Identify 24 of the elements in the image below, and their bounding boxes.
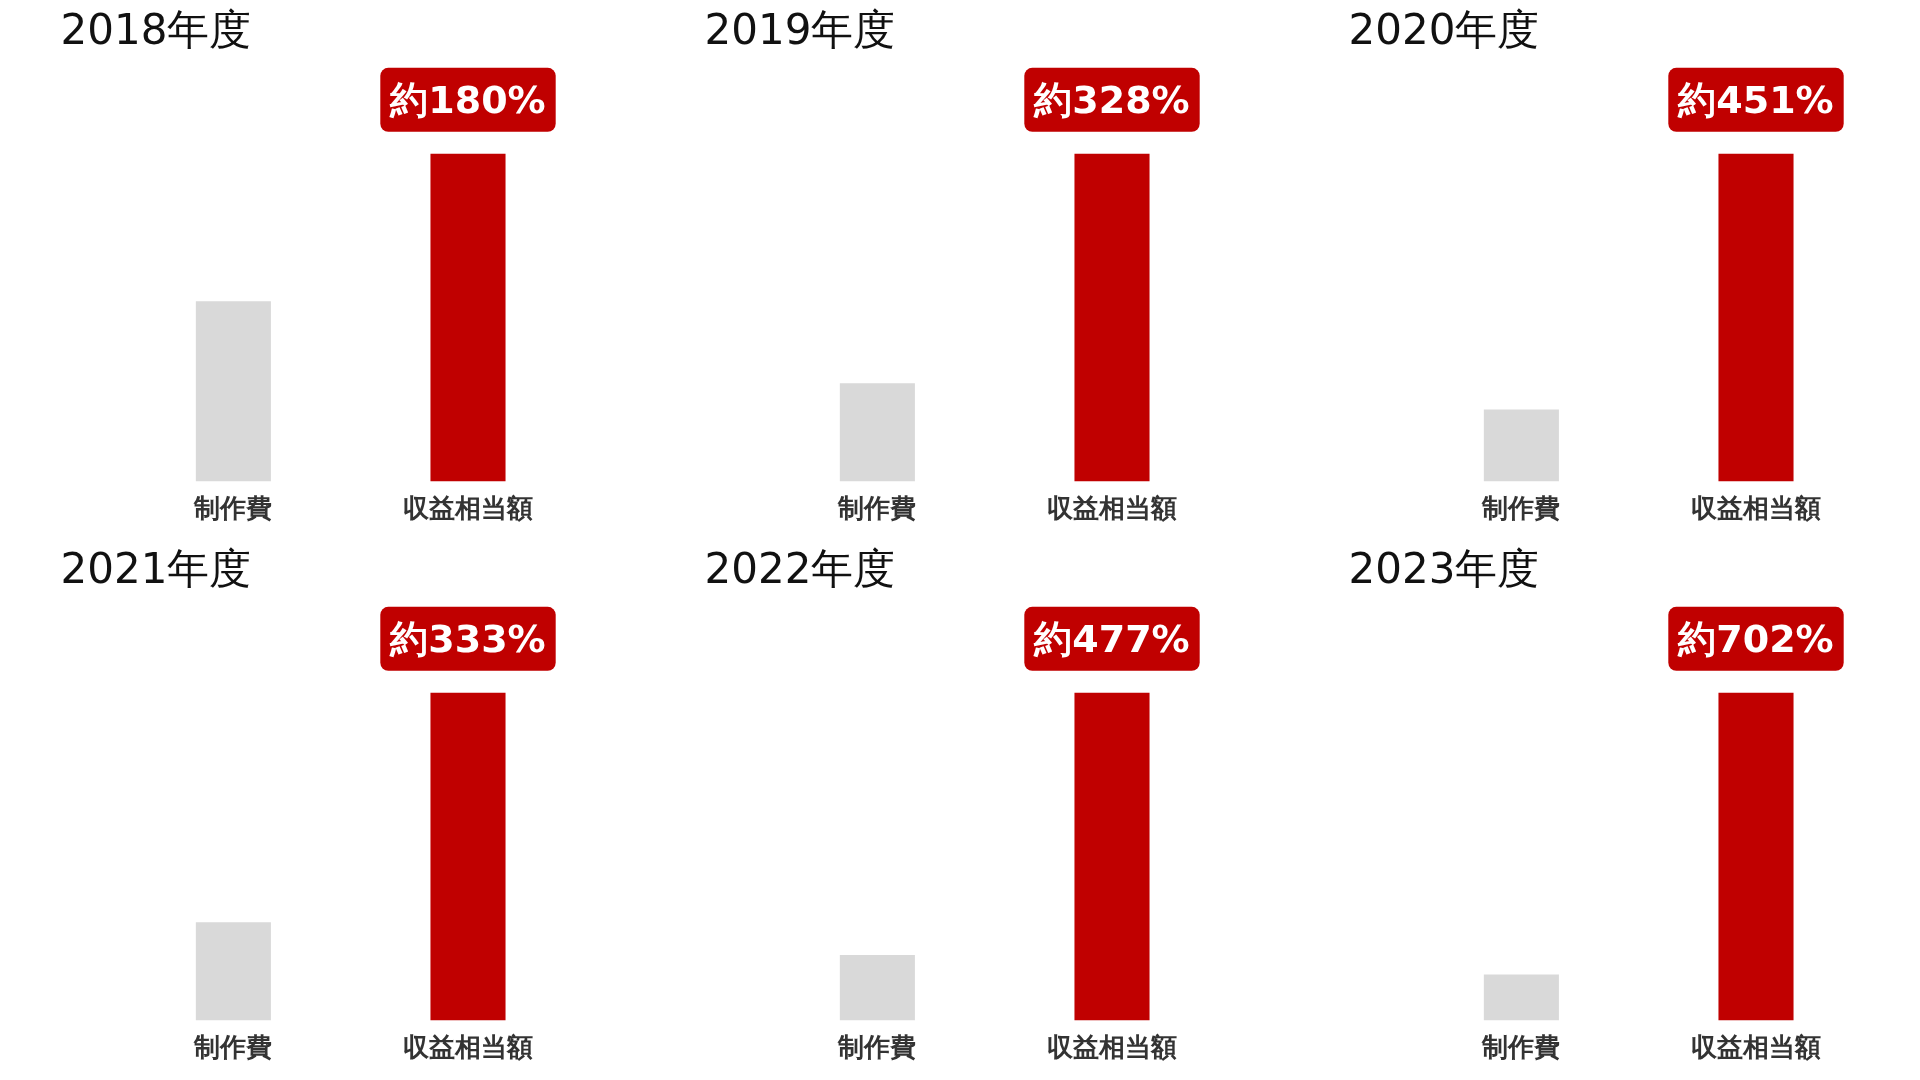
chart-title: 2020年度 xyxy=(1348,4,1540,54)
annotation: 約477% xyxy=(1033,616,1190,661)
x-tick-label: 制作費 xyxy=(837,492,917,523)
annotation: 約333% xyxy=(389,616,546,661)
x-tick-label: 制作費 xyxy=(193,1031,273,1062)
x-tick-label: 制作費 xyxy=(1481,492,1561,523)
x-tick-label: 収益相当額 xyxy=(1691,1031,1821,1062)
chart-title: 2021年度 xyxy=(60,543,252,593)
annotation: 約328% xyxy=(1033,77,1190,122)
annotation: 約451% xyxy=(1677,77,1834,122)
chart-title: 2018年度 xyxy=(60,4,252,54)
chart-title: 2023年度 xyxy=(1348,543,1540,593)
x-tick-label: 制作費 xyxy=(193,492,273,523)
x-tick-label: 収益相当額 xyxy=(1691,492,1821,523)
x-tick-label: 制作費 xyxy=(1481,1031,1561,1062)
chart-title: 2022年度 xyxy=(704,543,896,593)
chart-title: 2019年度 xyxy=(704,4,896,54)
annotation: 約180% xyxy=(389,77,546,122)
x-tick-label: 収益相当額 xyxy=(403,492,533,523)
x-tick-label: 制作費 xyxy=(837,1031,917,1062)
x-tick-label: 収益相当額 xyxy=(403,1031,533,1062)
x-tick-label: 収益相当額 xyxy=(1047,1031,1177,1062)
annotation: 約702% xyxy=(1677,616,1834,661)
x-tick-label: 収益相当額 xyxy=(1047,492,1177,523)
